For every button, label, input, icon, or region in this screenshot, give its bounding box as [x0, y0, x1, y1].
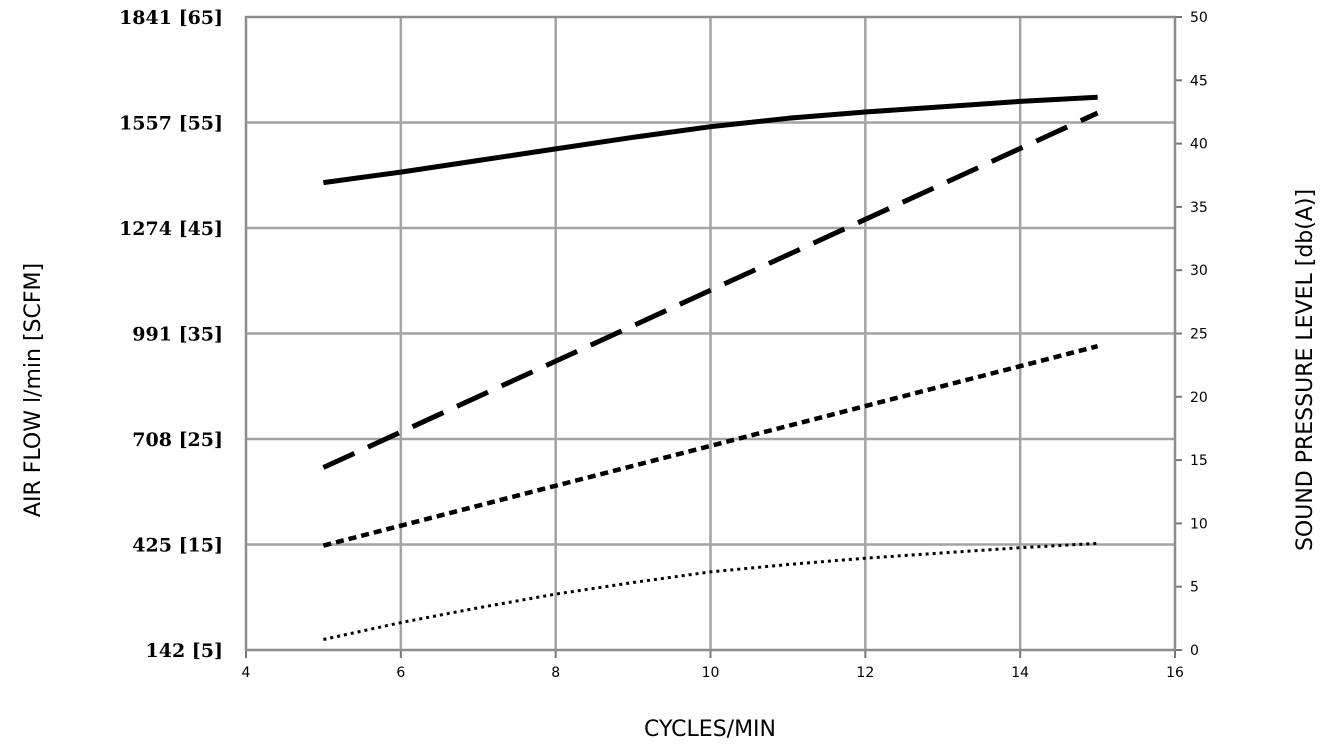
- y-tick-label: 708 [25]: [132, 429, 223, 451]
- y2-tick-label: 5: [1190, 580, 1199, 596]
- y2-tick-label: 35: [1190, 200, 1208, 216]
- y2-tick-label: 50: [1190, 10, 1208, 26]
- y2-tick-label: 20: [1190, 390, 1208, 406]
- y-tick-label: 425 [15]: [132, 535, 223, 557]
- y2-axis-title: SOUND PRESSURE LEVEL [db(A)]: [1293, 189, 1318, 551]
- x-tick-label: 4: [242, 665, 251, 681]
- y2-tick-label: 25: [1190, 327, 1208, 343]
- x-tick-label: 10: [702, 665, 720, 681]
- x-tick-label: 16: [1166, 665, 1184, 681]
- y-axis-title: AIR FLOW l/min [SCFM]: [21, 263, 46, 517]
- y2-tick-label: 0: [1190, 643, 1199, 659]
- y2-tick-label: 15: [1190, 453, 1208, 469]
- y-tick-label: 1274 [45]: [119, 218, 223, 240]
- series-line-short-dash: [322, 344, 1099, 548]
- series-line-long-dash: [322, 110, 1099, 470]
- y-tick-label: 991 [35]: [132, 324, 223, 346]
- series-line-solid: [323, 94, 1098, 186]
- x-tick-label: 8: [551, 665, 560, 681]
- y-tick-label: 142 [5]: [146, 640, 223, 662]
- grid: [244, 15, 1182, 658]
- y2-tick-label: 45: [1190, 73, 1208, 89]
- plot-frame: [244, 15, 1177, 652]
- y2-tick-label: 30: [1190, 263, 1208, 279]
- x-tick-label: 12: [856, 665, 874, 681]
- series-line-dotted: [323, 541, 1098, 641]
- x-axis-title: CYCLES/MIN: [644, 717, 776, 742]
- x-tick-label: 14: [1011, 665, 1029, 681]
- x-tick-label: 6: [396, 665, 405, 681]
- series-group: [322, 94, 1099, 641]
- tick-labels: 4 6 8 10 12 14 16 142 [5] 425 [15] 708 [25] 991 [3…: [119, 7, 1208, 681]
- y2-tick-label: 40: [1190, 137, 1208, 153]
- y-tick-label: 1557 [55]: [119, 113, 223, 135]
- y-tick-label: 1841 [65]: [119, 7, 223, 29]
- y2-tick-label: 10: [1190, 516, 1208, 532]
